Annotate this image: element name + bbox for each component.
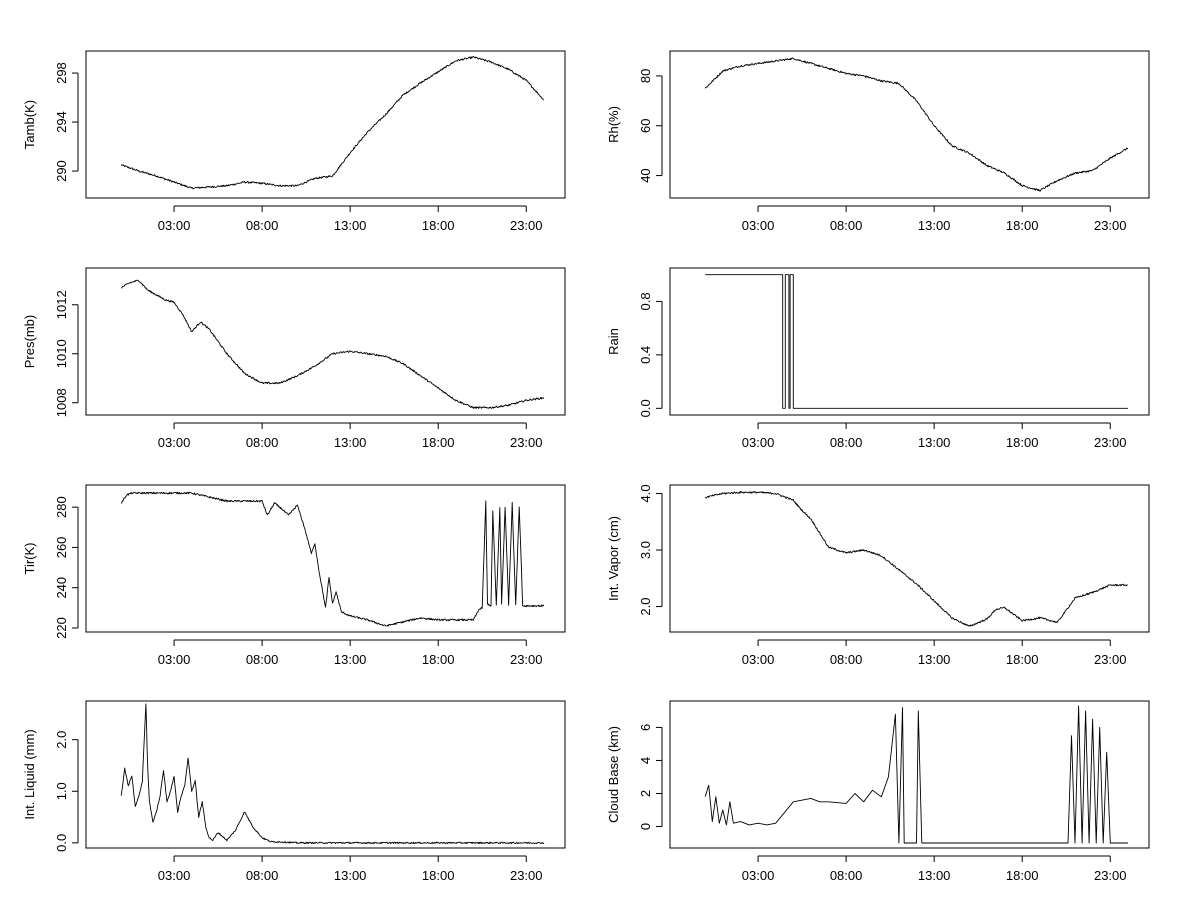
x-tick-label: 18:00 [422,868,455,883]
x-tick-label: 18:00 [422,218,455,233]
y-tick-label: 2 [638,790,653,797]
x-tick-label: 23:00 [1094,868,1127,883]
y-tick-label: 2.0 [54,731,69,749]
x-tick-label: 03:00 [742,218,775,233]
x-tick-label: 03:00 [742,868,775,883]
x-tick-label: 13:00 [334,868,367,883]
x-tick-label: 08:00 [246,868,279,883]
panel-6: 03:00 08:00 13:00 18:00 23:00 2.0 3.0 4.0 Int. V… [606,484,1150,667]
x-tick-label: 23:00 [1094,218,1127,233]
y-axis-label: Pres(mb) [22,315,37,368]
x-tick-label: 03:00 [158,218,191,233]
y-axis-label: Cloud Base (km) [606,726,621,823]
series-line-tir [120,491,545,627]
y-tick-label: 40 [638,168,653,182]
x-tick-label: 08:00 [830,868,863,883]
x-tick-label: 18:00 [1006,435,1039,450]
x-tick-label: 23:00 [1094,652,1127,667]
y-tick-label: 0.8 [638,292,653,310]
y-tick-label: 0 [638,823,653,830]
x-tick-label: 08:00 [246,435,279,450]
panel-7: 03:00 08:00 13:00 18:00 23:00 0.0 1.0 2.0 Int. L… [22,700,566,883]
x-tick-label: 08:00 [830,218,863,233]
y-axis-label: Rh(%) [606,106,621,143]
x-tick-label: 18:00 [1006,652,1039,667]
panel-5: 03:00 08:00 13:00 18:00 23:00 220 240 260 280 Tir… [22,484,566,667]
plot-frame [85,267,566,416]
panel-1: 03:00 08:00 13:00 18:00 23:00 290 294 298 Tamb(K… [22,50,566,233]
x-tick-label: 13:00 [334,435,367,450]
x-tick-label: 23:00 [510,435,543,450]
y-axis-label: Rain [606,328,621,355]
series-line-rh [704,57,1129,192]
series-line-tamb [120,55,545,190]
series-line-rain [705,274,1128,409]
y-tick-label: 0.4 [638,346,653,364]
x-tick-label: 03:00 [742,435,775,450]
panel-2: 03:00 08:00 13:00 18:00 23:00 40 60 80 Rh(%) [606,50,1150,233]
y-tick-label: 240 [54,577,69,599]
y-tick-label: 4.0 [638,484,653,502]
x-tick-label: 03:00 [742,652,775,667]
x-tick-label: 03:00 [158,868,191,883]
y-tick-label: 0.0 [54,834,69,852]
y-tick-label: 1012 [54,290,69,319]
y-tick-label: 220 [54,617,69,639]
y-tick-label: 3.0 [638,541,653,559]
y-tick-label: 260 [54,537,69,559]
x-tick-label: 03:00 [158,652,191,667]
x-tick-label: 23:00 [510,868,543,883]
panel-8: 03:00 08:00 13:00 18:00 23:00 0 2 4 6 Cloud Base … [606,700,1150,883]
series-line-cloudbase [704,705,1128,844]
y-axis-label: Int. Liquid (mm) [22,729,37,819]
y-tick-label: 294 [54,111,69,133]
y-tick-label: 80 [638,69,653,83]
y-tick-label: 290 [54,160,69,182]
panel-4: 03:00 08:00 13:00 18:00 23:00 0.0 0.4 0.8 Rain [606,267,1150,450]
y-axis-label: Tamb(K) [22,100,37,149]
series-line-intliquid [120,703,545,845]
x-tick-label: 13:00 [918,435,951,450]
x-tick-label: 18:00 [1006,218,1039,233]
x-tick-label: 13:00 [918,652,951,667]
y-tick-label: 60 [638,119,653,133]
x-tick-label: 23:00 [510,652,543,667]
x-tick-label: 03:00 [158,435,191,450]
x-tick-label: 18:00 [1006,868,1039,883]
x-tick-label: 13:00 [918,218,951,233]
x-tick-label: 08:00 [246,218,279,233]
y-tick-label: 298 [54,62,69,84]
series-line-intvapor [704,491,1128,627]
y-tick-label: 1010 [54,339,69,368]
panel-3: 03:00 08:00 13:00 18:00 23:00 1008 1010 1012 Pre… [22,267,566,450]
plot-frame [85,700,566,849]
series-line-pres [120,279,545,409]
x-tick-label: 18:00 [422,435,455,450]
y-tick-label: 0.0 [638,399,653,417]
x-tick-label: 13:00 [334,652,367,667]
x-tick-label: 13:00 [334,218,367,233]
y-tick-label: 1.0 [54,782,69,800]
x-tick-label: 18:00 [422,652,455,667]
plot-frame [669,484,1150,633]
y-tick-label: 280 [54,496,69,518]
plot-frame [85,484,566,633]
plot-frame [669,50,1150,199]
y-axis-label: Int. Vapor (cm) [606,516,621,601]
plot-frame [669,267,1150,416]
x-tick-label: 23:00 [1094,435,1127,450]
y-axis-label: Tir(K) [22,542,37,574]
x-tick-label: 08:00 [830,435,863,450]
plot-frame [669,700,1150,849]
x-tick-label: 13:00 [918,868,951,883]
y-tick-label: 4 [638,757,653,764]
y-tick-label: 6 [638,724,653,731]
x-tick-label: 23:00 [510,218,543,233]
y-tick-label: 2.0 [638,598,653,616]
plot-frame [85,50,566,199]
x-tick-label: 08:00 [830,652,863,667]
y-tick-label: 1008 [54,388,69,417]
x-tick-label: 08:00 [246,652,279,667]
